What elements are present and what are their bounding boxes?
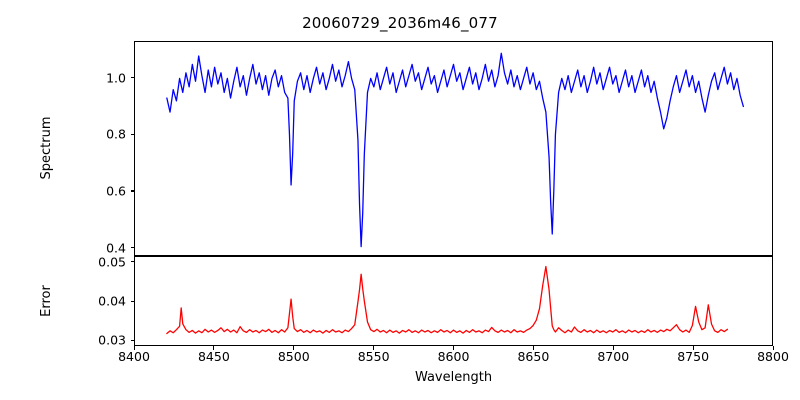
x-tick-label: 8750 [677,349,710,364]
x-tick [772,346,774,350]
error-y-tick [130,339,134,341]
spectrum-y-tick [130,133,134,135]
x-tick-label: 8400 [118,349,150,364]
error-y-tick [130,261,134,263]
x-tick-label: 8650 [517,349,550,364]
x-tick [373,346,375,350]
x-axis-label: Wavelength [414,370,493,385]
spectrum-y-tick-label: 0.8 [106,126,126,142]
figure-title: 20060729_2036m46_077 [302,14,498,32]
spectrum-y-axis-label: Spectrum [39,116,54,180]
x-tick [612,346,614,350]
error-plot-area [134,256,773,346]
x-tick [213,346,215,350]
spectrum-y-tick [130,247,134,249]
x-tick-label: 8450 [197,349,230,364]
x-tick [453,346,455,350]
spectrum-y-tick-label: 0.6 [106,183,126,199]
x-tick-label: 8550 [357,349,390,364]
spectrum-y-tick [130,77,134,79]
error-line-series [166,265,729,335]
error-y-tick-label: 0.04 [98,293,126,309]
x-tick-label: 8700 [597,349,630,364]
x-tick-label: 8500 [277,349,310,364]
x-tick [293,346,295,350]
spectrum-y-tick [130,190,134,192]
x-tick [532,346,534,350]
error-y-tick-label: 0.03 [98,332,126,348]
x-tick [133,346,135,350]
x-tick [692,346,694,350]
spectrum-y-tick-label: 1.0 [106,70,126,86]
spectrum-line-series [166,52,744,248]
spectrum-plot-area [134,41,773,256]
x-tick-label: 8600 [437,349,470,364]
x-tick-label: 8800 [757,349,789,364]
error-y-tick [130,300,134,302]
error-y-tick-label: 0.05 [98,254,126,270]
spectrum-y-tick-label: 0.4 [106,240,126,255]
error-y-axis-label: Error [39,285,54,317]
